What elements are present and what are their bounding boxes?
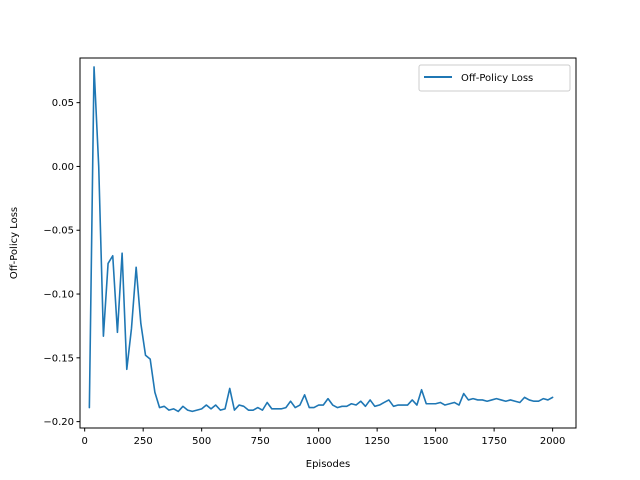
x-tick-label: 1500 [423, 436, 448, 447]
legend-label: Off-Policy Loss [461, 73, 533, 84]
y-tick-label: 0.00 [52, 162, 74, 173]
x-tick-label: 750 [251, 436, 270, 447]
y-tick-label: −0.05 [43, 226, 74, 237]
series-line [88, 66, 554, 413]
y-axis: 0.05 0.00 −0.05 −0.10 −0.15 −0.20 [43, 98, 80, 428]
y-tick-label: −0.20 [43, 417, 74, 428]
x-tick-label: 1250 [364, 436, 389, 447]
x-tick-label: 1750 [481, 436, 506, 447]
x-tick-label: 500 [192, 436, 211, 447]
y-tick-label: −0.15 [43, 353, 74, 364]
legend: Off-Policy Loss [418, 64, 571, 92]
x-tick-label: 1000 [306, 436, 331, 447]
plot-frame [79, 57, 577, 429]
plot-area [88, 66, 554, 413]
y-tick-label: 0.05 [52, 98, 74, 109]
x-tick-label: 0 [81, 436, 87, 447]
x-tick-label: 250 [134, 436, 153, 447]
x-axis-title: Episodes [306, 459, 350, 470]
x-tick-label: 2000 [540, 436, 565, 447]
x-axis: 0 250 500 750 1000 1250 1500 1750 2000 [81, 428, 565, 447]
y-tick-label: −0.10 [43, 290, 74, 301]
legend-box [418, 64, 571, 92]
y-axis-title: Off-Policy Loss [9, 207, 20, 279]
